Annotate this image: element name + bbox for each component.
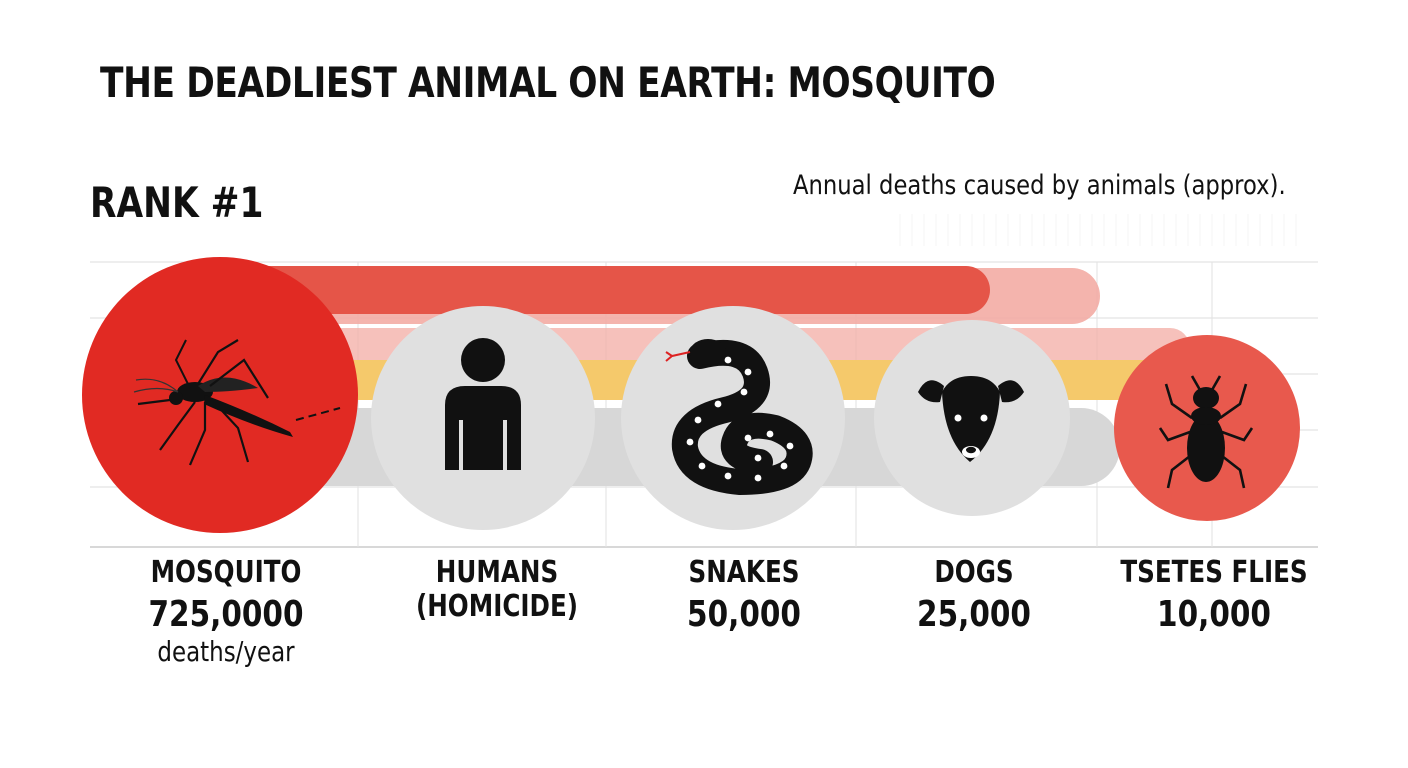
category-label: MOSQUITO 725,0000 deaths/year [106, 556, 346, 668]
category-value: 50,000 [687, 594, 801, 635]
category-circle [82, 257, 358, 533]
rank-label: RANK #1 [90, 178, 264, 227]
snake-icon [665, 339, 813, 496]
category-name: SNAKES [688, 555, 800, 590]
chart-subtitle: Annual deaths caused by animals (approx)… [793, 170, 1286, 201]
category-name: MOSQUITO [150, 555, 302, 590]
category-label: DOGS 25,000 [854, 556, 1094, 636]
category-value: 725,0000 [148, 594, 304, 635]
category-value: 25,000 [917, 594, 1031, 635]
category-label: SNAKES 50,000 [624, 556, 864, 636]
chart-circles [82, 257, 1300, 533]
dog-icon [918, 376, 1024, 462]
category-name: DOGS [934, 555, 1014, 590]
page-title: THE DEADLIEST ANIMAL ON EARTH: MOSQUITO [100, 58, 996, 107]
category-name: TSETES FLIES [1120, 555, 1308, 590]
category-label: HUMANS (HOMICIDE) [377, 556, 617, 624]
tsetse-fly-icon [1158, 375, 1254, 489]
category-name: (HOMICIDE) [415, 589, 579, 624]
mosquito-icon [133, 339, 341, 466]
chart-bar-band [200, 266, 990, 314]
category-unit: deaths/year [157, 635, 295, 668]
category-name: HUMANS [435, 555, 559, 590]
subtitle-texture [899, 214, 1297, 246]
category-label: TSETES FLIES 10,000 [1094, 556, 1334, 636]
person-icon [445, 338, 521, 470]
category-value: 10,000 [1157, 594, 1271, 635]
